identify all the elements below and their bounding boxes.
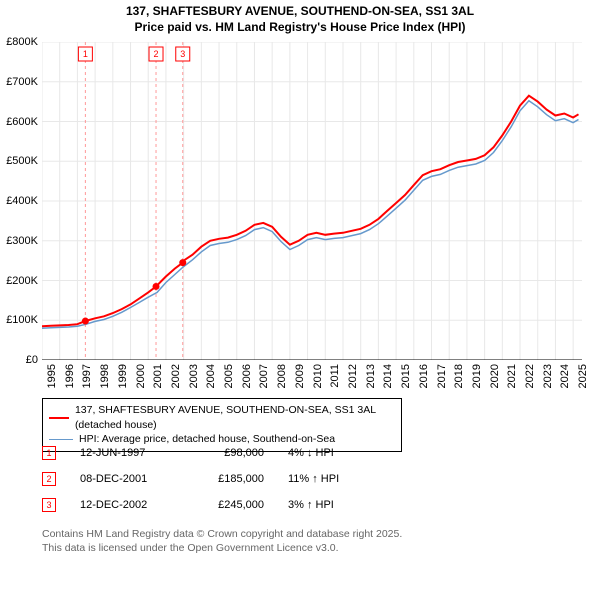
annotation-row: 1 12-JUN-1997 £98,000 4% ↓ HPI <box>42 440 368 466</box>
x-tick-label: 2010 <box>312 364 324 394</box>
annotation-hpi: 11% ↑ HPI <box>288 473 368 485</box>
annotation-date: 12-JUN-1997 <box>80 447 170 459</box>
x-tick-label: 2023 <box>542 364 554 394</box>
footer: Contains HM Land Registry data © Crown c… <box>42 528 582 555</box>
x-tick-label: 2004 <box>205 364 217 394</box>
annotation-date: 12-DEC-2002 <box>80 499 170 511</box>
annotation-price: £98,000 <box>194 447 264 459</box>
x-tick-label: 2024 <box>559 364 571 394</box>
x-tick-label: 1998 <box>99 364 111 394</box>
chart-title-block: 137, SHAFTESBURY AVENUE, SOUTHEND-ON-SEA… <box>0 4 600 35</box>
x-tick-label: 2016 <box>418 364 430 394</box>
annotation-row: 3 12-DEC-2002 £245,000 3% ↑ HPI <box>42 492 368 518</box>
title-line-1: 137, SHAFTESBURY AVENUE, SOUTHEND-ON-SEA… <box>0 4 600 20</box>
y-tick-label: £400K <box>0 195 38 207</box>
annotation-price: £245,000 <box>194 499 264 511</box>
x-tick-label: 2021 <box>506 364 518 394</box>
x-tick-label: 2003 <box>188 364 200 394</box>
legend-label-1: 137, SHAFTESBURY AVENUE, SOUTHEND-ON-SEA… <box>75 403 395 432</box>
svg-text:3: 3 <box>180 49 185 59</box>
annotation-marker: 1 <box>42 446 56 460</box>
y-tick-label: £100K <box>0 314 38 326</box>
svg-text:2: 2 <box>154 49 159 59</box>
x-tick-label: 2011 <box>329 364 341 394</box>
y-tick-label: £700K <box>0 76 38 88</box>
x-tick-label: 2001 <box>152 364 164 394</box>
x-tick-label: 2020 <box>489 364 501 394</box>
legend-swatch-1 <box>49 417 69 419</box>
annotation-row: 2 08-DEC-2001 £185,000 11% ↑ HPI <box>42 466 368 492</box>
x-tick-label: 2006 <box>241 364 253 394</box>
chart-container: 137, SHAFTESBURY AVENUE, SOUTHEND-ON-SEA… <box>0 0 600 590</box>
annotation-hpi: 3% ↑ HPI <box>288 499 368 511</box>
y-tick-label: £800K <box>0 36 38 48</box>
y-tick-label: £500K <box>0 155 38 167</box>
annotation-marker: 2 <box>42 472 56 486</box>
x-tick-label: 2013 <box>365 364 377 394</box>
x-tick-label: 2022 <box>524 364 536 394</box>
x-tick-label: 2018 <box>453 364 465 394</box>
x-tick-label: 2015 <box>400 364 412 394</box>
x-tick-label: 1999 <box>117 364 129 394</box>
y-tick-label: £200K <box>0 275 38 287</box>
x-tick-label: 2009 <box>294 364 306 394</box>
footer-line-1: Contains HM Land Registry data © Crown c… <box>42 528 582 542</box>
x-tick-label: 2012 <box>347 364 359 394</box>
footer-line-2: This data is licensed under the Open Gov… <box>42 542 582 556</box>
x-tick-label: 2014 <box>382 364 394 394</box>
x-tick-label: 2019 <box>471 364 483 394</box>
plot-svg: 1 2 3 <box>42 42 582 360</box>
y-tick-label: £0 <box>0 354 38 366</box>
legend-item-1: 137, SHAFTESBURY AVENUE, SOUTHEND-ON-SEA… <box>49 403 395 432</box>
y-tick-label: £600K <box>0 116 38 128</box>
y-tick-label: £300K <box>0 235 38 247</box>
svg-text:1: 1 <box>83 49 88 59</box>
x-tick-label: 2005 <box>223 364 235 394</box>
x-tick-label: 2007 <box>258 364 270 394</box>
x-tick-label: 2002 <box>170 364 182 394</box>
annotation-hpi: 4% ↓ HPI <box>288 447 368 459</box>
x-tick-label: 1996 <box>64 364 76 394</box>
annotation-table: 1 12-JUN-1997 £98,000 4% ↓ HPI 2 08-DEC-2001 £… <box>42 440 368 518</box>
x-tick-label: 2025 <box>577 364 589 394</box>
annotation-date: 08-DEC-2001 <box>80 473 170 485</box>
x-tick-label: 2000 <box>135 364 147 394</box>
annotation-marker: 3 <box>42 498 56 512</box>
title-line-2: Price paid vs. HM Land Registry's House … <box>0 20 600 36</box>
x-tick-label: 2008 <box>276 364 288 394</box>
x-tick-label: 2017 <box>436 364 448 394</box>
x-tick-label: 1997 <box>81 364 93 394</box>
annotation-price: £185,000 <box>194 473 264 485</box>
x-tick-label: 1995 <box>46 364 58 394</box>
